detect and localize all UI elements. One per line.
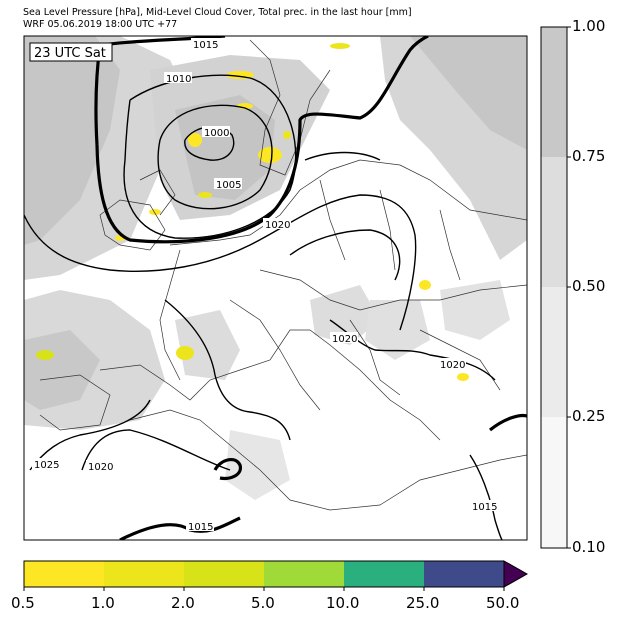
- isobar-1015-low-africa: [213, 457, 243, 481]
- isobar-label: 1020: [440, 360, 465, 371]
- precip-tick-label: 10.0: [326, 594, 360, 612]
- cloud-tick-label: 0.10: [572, 538, 606, 556]
- precip-tick-label: 0.5: [11, 594, 35, 612]
- coastlines: [39, 39, 527, 511]
- cloud-bin-25-50: [541, 287, 567, 417]
- isobar-label: 1015: [193, 40, 218, 51]
- isobar-label: 1020: [265, 220, 290, 231]
- isobar-label: 1020: [332, 334, 357, 345]
- precip-colorbar: [23, 560, 529, 591]
- isobar-label: 1005: [216, 180, 241, 191]
- precip-bin-10-25: [344, 561, 424, 587]
- isobar-1020-east: [304, 151, 381, 161]
- cloud-bin-10-25: [541, 417, 567, 548]
- cloud-cover-field: [24, 36, 527, 500]
- isobar-1015-east: [469, 454, 503, 540]
- isobar-1020-iberia: [164, 299, 291, 441]
- precip-tick-label: 50.0: [486, 594, 520, 612]
- precip-bin-1-2: [104, 561, 184, 587]
- precip-bin-2-5: [184, 561, 264, 587]
- isobar-label: 1015: [188, 522, 213, 533]
- cloud-colorbar: [540, 26, 571, 549]
- time-label: 23 UTC Sat: [34, 46, 106, 61]
- cloud-bin-50-75: [541, 157, 567, 287]
- precip-tick-label: 5.0: [251, 594, 275, 612]
- isobar-1015-main: [95, 36, 429, 244]
- precip-tick-label: 25.0: [406, 594, 440, 612]
- isobar-labels: 1015 1010 1000 1005 1020 1020 1020 1025 …: [32, 38, 498, 533]
- cloud-tick-label: 0.50: [572, 277, 606, 295]
- precip-bin-25-50: [424, 561, 504, 587]
- isobar-1020-inner: [289, 229, 401, 281]
- cloud-tick-label: 0.25: [572, 407, 606, 425]
- map-border: [23, 35, 528, 541]
- isobar-label: 1000: [204, 128, 229, 139]
- isobar-1010: [123, 74, 297, 239]
- isobar-1025: [29, 399, 151, 471]
- precip-tick-label: 2.0: [171, 594, 195, 612]
- isobar-1020-west: [81, 429, 231, 471]
- isobar-label: 1025: [34, 460, 59, 471]
- cloud-tick-label: 0.75: [572, 147, 606, 165]
- precip-bin-0.5-1: [24, 561, 104, 587]
- cloud-bin-75-100: [541, 27, 567, 157]
- isobar-1005: [157, 104, 273, 210]
- time-label-box: [29, 42, 113, 62]
- precip-overflow-arrow: [503, 560, 529, 588]
- chart-title: Sea Level Pressure [hPa], Mid-Level Clou…: [23, 7, 412, 18]
- precip-bin-5-10: [264, 561, 344, 587]
- precip-tick-label: 1.0: [91, 594, 115, 612]
- isobar-1015-se: [489, 413, 527, 432]
- isobar-label: 1020: [88, 462, 113, 473]
- chart-subtitle: WRF 05.06.2019 18:00 UTC +77: [23, 19, 178, 30]
- cloud-tick-label: 1.00: [572, 17, 606, 35]
- map-panel: 1015 1010 1000 1005 1020 1020 1020 1025 …: [24, 36, 527, 540]
- isobar-label: 1010: [166, 74, 191, 85]
- isobar-label: 1015: [472, 502, 497, 513]
